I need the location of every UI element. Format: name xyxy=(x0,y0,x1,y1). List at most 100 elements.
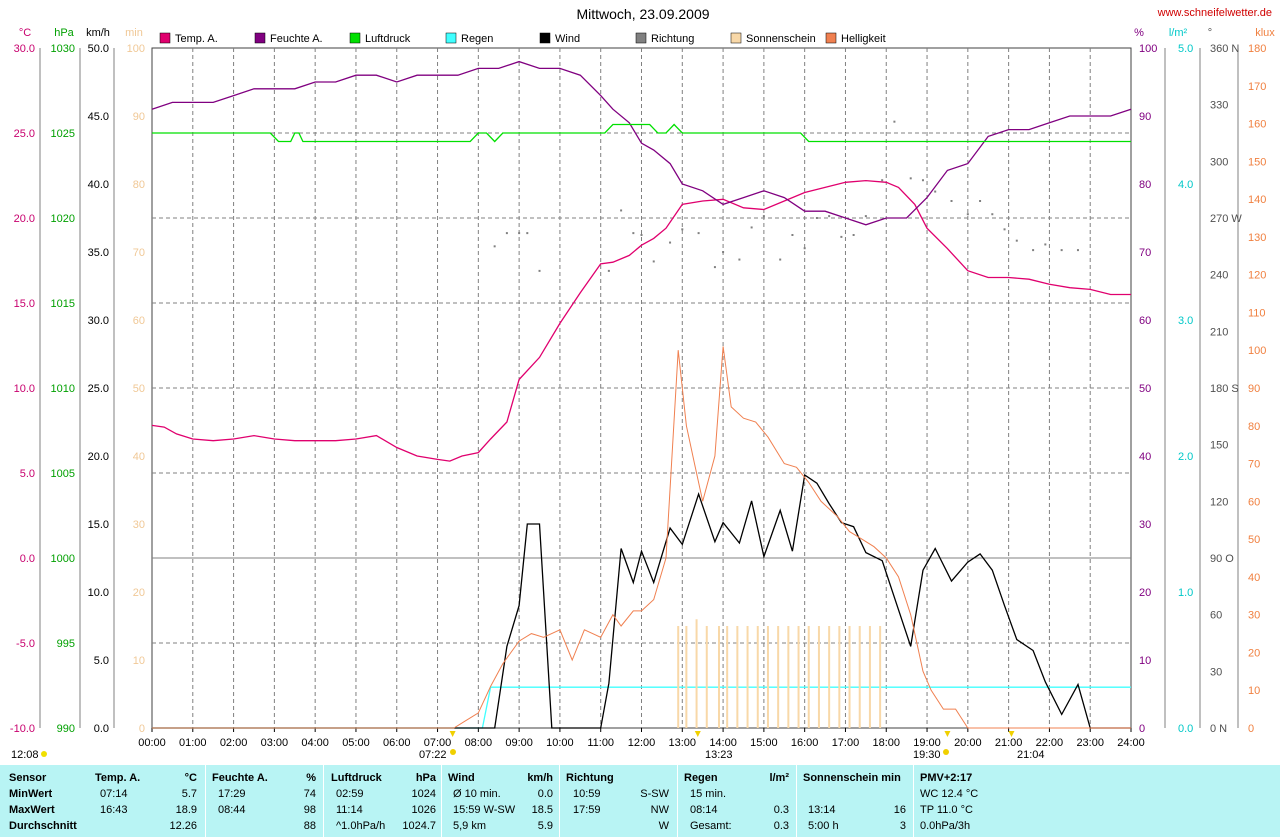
right-axis-tick-label: 30 xyxy=(1210,666,1222,678)
x-tick-label: 06:00 xyxy=(383,737,411,749)
legend-swatch xyxy=(445,32,457,44)
x-annotations: 12:08 07:22 13:23 19:30 21:04 xyxy=(11,749,1045,761)
left-axis-tick-label: 0 xyxy=(139,723,145,735)
left-axis-tick-label: 1005 xyxy=(51,468,75,480)
website-label: www.schneifelwetter.de xyxy=(1157,7,1272,19)
right-axis-tick-label: 0 xyxy=(1139,723,1145,735)
direction-point xyxy=(966,213,969,216)
stats-cell: TP 11.0 °C xyxy=(920,804,973,816)
legend-swatch xyxy=(635,32,647,44)
left-axis-tick-label: 1015 xyxy=(51,298,75,310)
right-axis-tick-label: 120 xyxy=(1210,496,1228,508)
left-axis-tick-label: 80 xyxy=(133,179,145,191)
right-axis-tick-label: 300 xyxy=(1210,156,1228,168)
direction-point xyxy=(620,209,623,212)
left-axis-unit: hPa xyxy=(54,27,74,39)
stats-cell: 0.0hPa/3h xyxy=(920,820,971,832)
direction-point xyxy=(881,179,884,182)
right-axis-tick-label: 30 xyxy=(1248,610,1260,622)
luftdruck-line xyxy=(152,123,1131,143)
stats-row-label: MaxWert xyxy=(9,804,55,816)
right-axis-tick-label: 5.0 xyxy=(1178,43,1193,55)
direction-point xyxy=(1003,228,1006,231)
direction-point xyxy=(803,247,806,250)
legend-label: Luftdruck xyxy=(365,33,411,45)
right-axis-unit: klux xyxy=(1255,27,1275,39)
right-axis-tick-label: 50 xyxy=(1139,383,1151,395)
noon-label: 13:23 xyxy=(705,749,733,761)
left-axis-tick-label: -10.0 xyxy=(10,723,35,735)
column-divider xyxy=(913,765,914,837)
legend-swatch xyxy=(349,32,361,44)
wind-line xyxy=(152,473,1131,729)
left-axis-tick-label: 15.0 xyxy=(88,519,109,531)
left-axis-tick-label: 10.0 xyxy=(88,587,109,599)
direction-point xyxy=(815,217,818,219)
right-axis-tick-label: 20 xyxy=(1139,587,1151,599)
left-axis-tick-label: 20.0 xyxy=(14,213,35,225)
right-axis-tick-label: 70 xyxy=(1139,247,1151,259)
right-axis-tick-label: 360 N xyxy=(1210,43,1239,55)
stats-value: 16 xyxy=(893,804,906,816)
left-axis-tick-label: -5.0 xyxy=(16,638,35,650)
left-axis-tick-label: 1020 xyxy=(51,213,75,225)
direction-point xyxy=(738,258,741,261)
stats-cell: 13:14 xyxy=(808,804,836,816)
x-tick-label: 12:00 xyxy=(628,737,656,749)
left-axis-tick-label: 0.0 xyxy=(20,553,35,565)
direction-point xyxy=(1032,249,1035,252)
direction-point xyxy=(762,215,765,218)
left-axis-tick-label: 5.0 xyxy=(94,655,109,667)
right-axis-tick-label: 2.0 xyxy=(1178,451,1193,463)
right-axis-unit: ° xyxy=(1208,27,1212,39)
stats-header: Sonnenschein min xyxy=(803,772,901,784)
stats-cell: 15 min. xyxy=(690,788,727,800)
direction-point xyxy=(518,232,521,235)
right-axis-tick-label: 240 xyxy=(1210,270,1228,282)
helligkeit-line xyxy=(152,346,1131,729)
left-axis-tick-label: 90 xyxy=(133,111,145,123)
direction-point xyxy=(493,245,496,248)
direction-point xyxy=(538,269,541,272)
direction-point xyxy=(526,232,529,235)
right-axis-tick-label: 1.0 xyxy=(1178,587,1193,599)
direction-point xyxy=(840,235,843,238)
left-axis-tick-label: 40.0 xyxy=(88,179,109,191)
left-axis-tick-label: 40 xyxy=(133,451,145,463)
sun-event-marker xyxy=(944,731,951,737)
right-axis-tick-label: 0 xyxy=(1248,723,1254,735)
stats-cell: 5:00 h xyxy=(808,820,839,832)
right-axis-tick-label: 90 xyxy=(1248,383,1260,395)
right-axis-tick-label: 150 xyxy=(1248,156,1266,168)
right-axis-tick-label: 50 xyxy=(1248,534,1260,546)
legend-swatch xyxy=(159,32,171,44)
direction-point xyxy=(750,226,753,229)
stats-value: 5.9 xyxy=(537,820,553,832)
stats-value: 18.9 xyxy=(175,804,197,816)
left-axis-tick-label: 1000 xyxy=(51,553,75,565)
stats-cell: 16:43 xyxy=(100,804,128,816)
stats-value: 98 xyxy=(303,804,316,816)
right-axis-tick-label: 4.0 xyxy=(1178,179,1193,191)
left-axis-tick-label: 5.0 xyxy=(20,468,35,480)
direction-point xyxy=(697,232,700,235)
direction-point xyxy=(979,200,982,202)
right-axis-tick-label: 60 xyxy=(1139,315,1151,327)
x-tick-label: 03:00 xyxy=(261,737,289,749)
stats-value: S-SW xyxy=(640,788,669,800)
x-tick-label: 01:00 xyxy=(179,737,207,749)
legend-label: Helligkeit xyxy=(841,33,886,45)
left-axis-unit: min xyxy=(125,27,143,39)
temp-a-line xyxy=(151,179,1131,462)
legend-swatch xyxy=(539,32,551,44)
x-tick-label: 20:00 xyxy=(954,737,982,749)
stats-cell: 17:59 xyxy=(573,804,601,816)
stats-cell: 15:59 W-SW xyxy=(453,804,516,816)
stats-value: 88 xyxy=(303,820,316,832)
left-axis-tick-label: 25.0 xyxy=(88,383,109,395)
direction-point xyxy=(1044,243,1047,246)
legend-label: Wind xyxy=(555,33,580,45)
left-axis-tick-label: 100 xyxy=(127,43,145,55)
left-axis-tick-label: 995 xyxy=(57,638,75,650)
left-axis-tick-label: 50.0 xyxy=(88,43,109,55)
